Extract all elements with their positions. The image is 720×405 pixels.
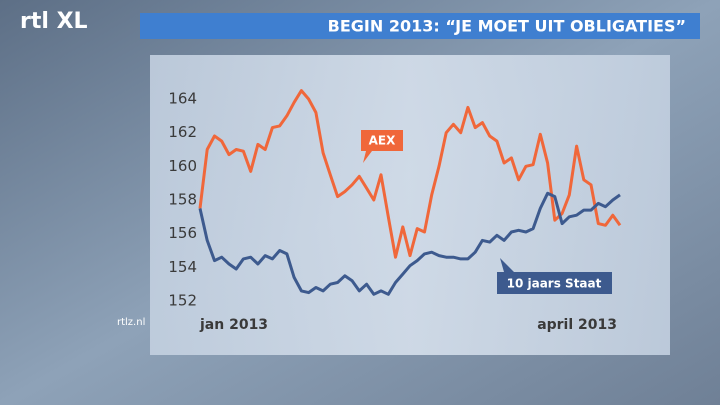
plot: 152 154 156 158 160 162 164 jan 2013 april 2013 A… [168, 89, 622, 333]
x-tick-label: april 2013 [537, 317, 617, 333]
legend-callout [361, 130, 403, 163]
legend-label: AEX [369, 134, 396, 148]
y-tick-label: 154 [168, 258, 197, 276]
y-tick-label: 156 [168, 224, 197, 242]
y-tick-label: 162 [168, 123, 197, 141]
title-bar [140, 13, 700, 39]
series-line [198, 89, 622, 259]
logo: rtl XL [20, 9, 88, 34]
y-tick-label: 152 [168, 292, 197, 310]
legend-label: 10 jaars Staat [507, 277, 602, 291]
legend-callout [497, 258, 612, 294]
chart-title: BEGIN 2013: “JE MOET UIT OBLIGATIES” [328, 17, 686, 36]
site-label: rtlz.nl [117, 317, 145, 328]
y-tick-label: 158 [168, 191, 197, 209]
chart-panel [150, 55, 670, 355]
x-tick-label: jan 2013 [199, 317, 268, 333]
series-line [198, 191, 621, 296]
y-tick-label: 160 [168, 157, 197, 175]
y-tick-label: 164 [168, 90, 197, 108]
